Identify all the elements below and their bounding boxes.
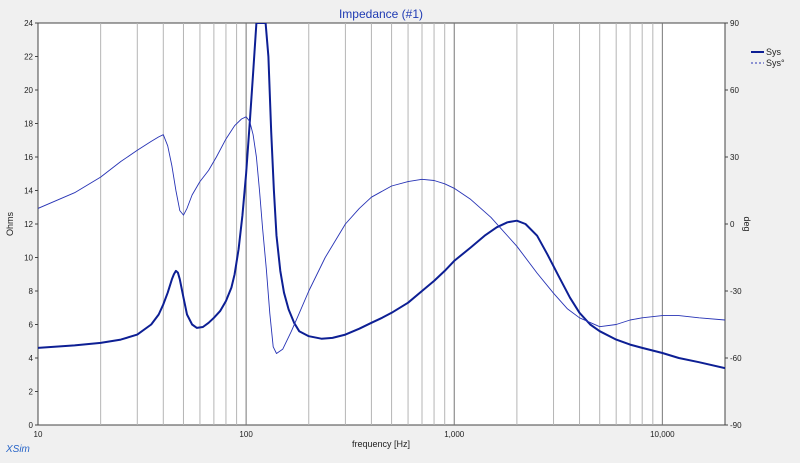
y-left-tick-label: 4 xyxy=(29,354,34,363)
y-axis-left-label: Ohms xyxy=(5,212,15,237)
y-left-tick-label: 0 xyxy=(29,421,34,430)
plot-area xyxy=(37,22,726,426)
x-tick-label: 1,000 xyxy=(444,430,465,439)
x-tick-label: 100 xyxy=(239,430,253,439)
y-left-tick-label: 24 xyxy=(24,19,33,28)
y-left-tick-label: 12 xyxy=(24,220,33,229)
y-left-tick-label: 10 xyxy=(24,254,33,263)
y-right-tick-label: -60 xyxy=(730,354,742,363)
legend: Sys Sys° xyxy=(751,47,785,68)
y-right-tick-label: -90 xyxy=(730,421,742,430)
y-left-tick-label: 22 xyxy=(24,53,33,62)
xsim-watermark: XSim xyxy=(5,444,30,455)
grid-lines xyxy=(35,22,728,426)
y-right-tick-label: 60 xyxy=(730,86,739,95)
x-axis-label: frequency [Hz] xyxy=(352,439,410,449)
x-tick-label: 10,000 xyxy=(650,430,675,439)
y-right-tick-label: 0 xyxy=(730,220,735,229)
x-tick-label: 10 xyxy=(34,430,43,439)
y-left-tick-label: 16 xyxy=(24,153,33,162)
y-right-tick-label: -30 xyxy=(730,287,742,296)
chart-title: Impedance (#1) xyxy=(339,7,423,21)
series-line-sys-phase xyxy=(38,116,725,354)
series-line-sys xyxy=(38,23,725,370)
y-right-tick-label: 90 xyxy=(730,19,739,28)
y-left-tick-label: 2 xyxy=(29,388,34,397)
y-left-tick-label: 8 xyxy=(29,287,34,296)
y-left-tick-label: 18 xyxy=(24,120,33,129)
y-axis-right-label: deg xyxy=(742,216,752,231)
legend-label-sys-phase: Sys° xyxy=(766,58,785,68)
y-right-tick-label: 30 xyxy=(730,153,739,162)
y-left-tick-label: 14 xyxy=(24,187,33,196)
y-left-tick-label: 6 xyxy=(29,321,34,330)
legend-label-sys: Sys xyxy=(766,47,782,57)
series-layer xyxy=(38,23,725,370)
y-left-tick-label: 20 xyxy=(24,86,33,95)
